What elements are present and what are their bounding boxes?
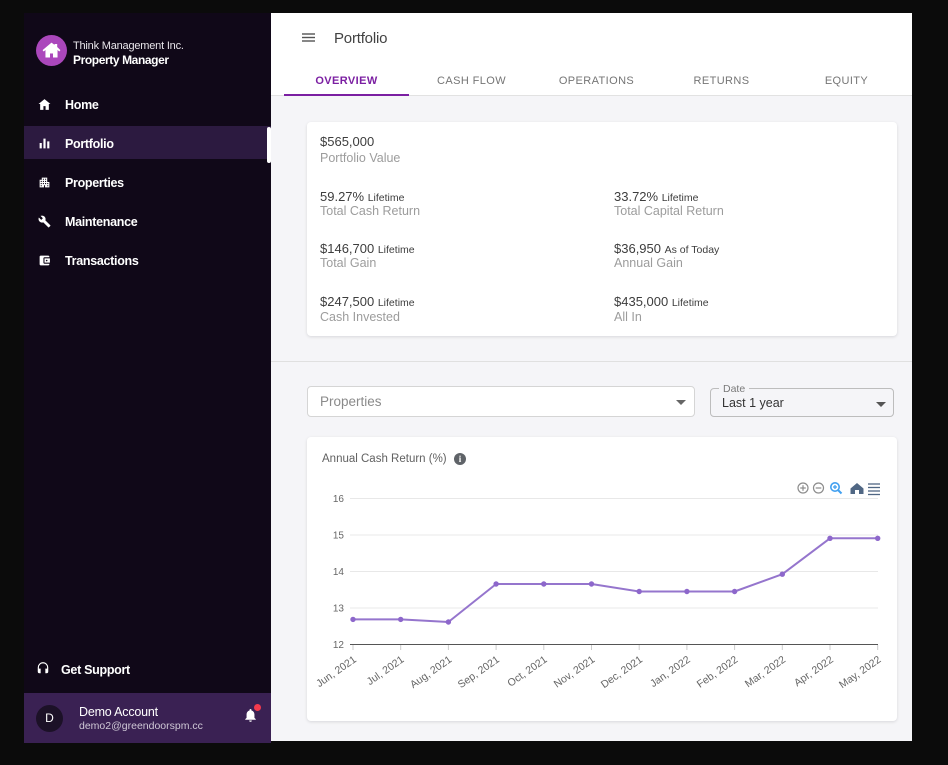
svg-text:Sep, 2021: Sep, 2021 xyxy=(456,654,502,691)
svg-text:Aug, 2021: Aug, 2021 xyxy=(408,654,454,691)
svg-text:Mar, 2022: Mar, 2022 xyxy=(743,654,788,691)
svg-text:Apr, 2022: Apr, 2022 xyxy=(792,654,836,690)
svg-text:14: 14 xyxy=(333,567,345,578)
svg-text:13: 13 xyxy=(333,604,345,615)
svg-text:Oct, 2021: Oct, 2021 xyxy=(505,654,549,690)
svg-text:Jul, 2021: Jul, 2021 xyxy=(365,654,407,688)
svg-text:Nov, 2021: Nov, 2021 xyxy=(552,654,598,691)
svg-text:12: 12 xyxy=(333,640,345,651)
svg-text:Jan, 2022: Jan, 2022 xyxy=(648,654,693,690)
svg-text:Dec, 2021: Dec, 2021 xyxy=(599,654,645,691)
svg-text:16: 16 xyxy=(333,494,345,505)
svg-text:Feb, 2022: Feb, 2022 xyxy=(695,654,741,691)
svg-text:15: 15 xyxy=(333,531,345,542)
svg-text:Jun, 2021: Jun, 2021 xyxy=(314,654,359,690)
svg-text:May, 2022: May, 2022 xyxy=(837,654,884,692)
